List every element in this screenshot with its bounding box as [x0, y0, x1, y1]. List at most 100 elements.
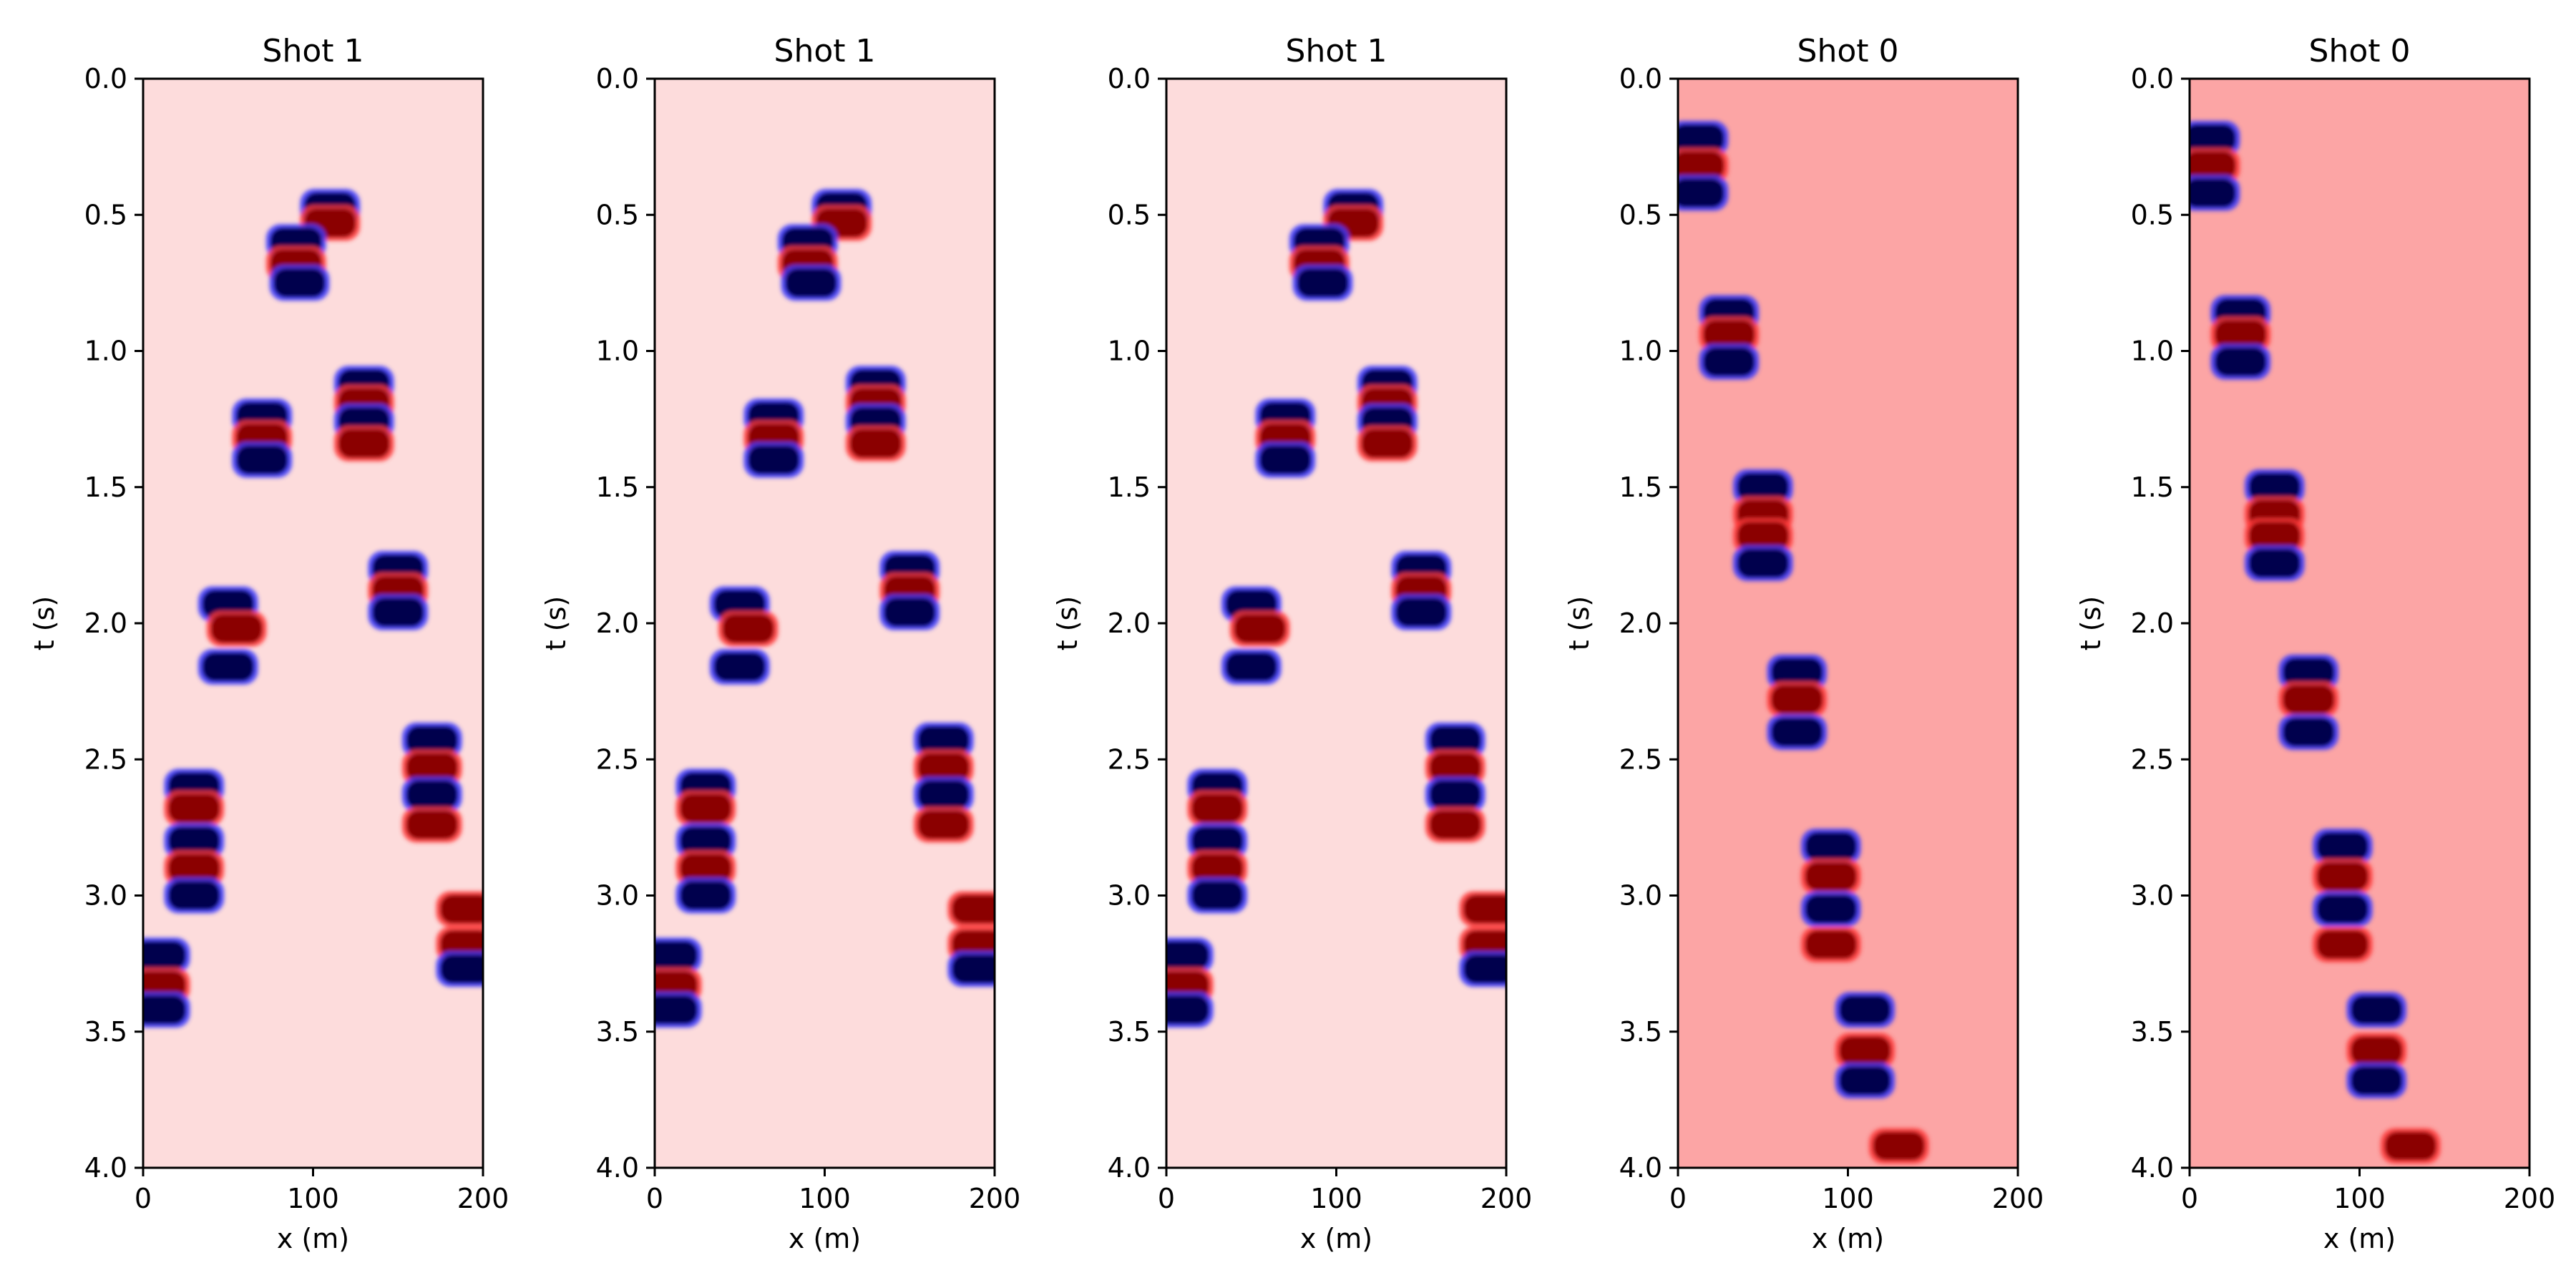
y-tick-label: 1.5 [1619, 472, 1662, 503]
negative-event [884, 597, 936, 627]
negative-event [2283, 718, 2335, 747]
y-tick-label: 2.0 [596, 608, 639, 639]
negative-event [2351, 995, 2403, 1025]
y-tick-label: 0.5 [2131, 199, 2174, 230]
y-tick-label: 0.5 [596, 199, 639, 230]
y-tick-label: 4.0 [84, 1152, 127, 1184]
y-tick-label: 3.5 [84, 1016, 127, 1048]
negative-event [143, 941, 186, 970]
x-tick-label: 200 [969, 1183, 1021, 1214]
positive-event [1463, 894, 1506, 924]
y-tick-label: 0.5 [84, 199, 127, 230]
y-tick-label: 1.0 [1108, 336, 1151, 367]
panel-title: Shot 0 [2309, 33, 2411, 69]
y-tick-label: 0.0 [1108, 63, 1151, 94]
panel-title: Shot 1 [1286, 33, 1387, 69]
negative-event [2215, 347, 2267, 376]
negative-event [440, 955, 483, 984]
negative-event [1166, 941, 1209, 970]
x-tick-label: 0 [1158, 1183, 1175, 1214]
y-tick-label: 2.0 [84, 608, 127, 639]
y-tick-label: 1.5 [2131, 472, 2174, 503]
positive-event [2351, 1036, 2403, 1065]
y-tick-label: 0.0 [596, 63, 639, 94]
panel-3: Shot 0 0.0 0.5 1.0 1.5 2.0 2.5 3.0 3.5 4.00 100 200… [1563, 33, 2044, 1254]
negative-event [1166, 995, 1209, 1025]
y-tick-label: 2.5 [84, 743, 127, 775]
heatmap-background [1678, 79, 2018, 1168]
positive-event [680, 794, 732, 823]
negative-event [1259, 445, 1312, 474]
negative-event [952, 955, 995, 984]
positive-event [2190, 151, 2236, 180]
y-axis-label: t (s) [1052, 596, 1083, 650]
y-tick-label: 1.5 [1108, 472, 1151, 503]
positive-event [1191, 854, 1244, 883]
y-tick-label: 4.0 [1619, 1152, 1662, 1184]
negative-event [1191, 881, 1244, 910]
positive-event [952, 894, 995, 924]
y-tick-label: 1.5 [596, 472, 639, 503]
negative-event [1429, 726, 1481, 755]
negative-event [1395, 597, 1448, 627]
x-tick-label: 100 [799, 1183, 851, 1214]
negative-event [236, 445, 288, 474]
positive-event [2316, 862, 2368, 891]
negative-event [2248, 472, 2301, 502]
negative-event [1191, 826, 1244, 856]
y-tick-label: 1.0 [2131, 336, 2174, 367]
y-tick-label: 3.5 [1108, 1016, 1151, 1048]
positive-event [2384, 1131, 2436, 1161]
positive-event [722, 614, 774, 643]
seismic-events [1166, 188, 1506, 1028]
y-tick-label: 3.5 [1619, 1016, 1662, 1048]
negative-event [917, 780, 970, 809]
y-tick-label: 0.5 [1619, 199, 1662, 230]
x-axis-label: x (m) [277, 1223, 349, 1254]
positive-event [168, 854, 220, 883]
y-tick-label: 4.0 [1108, 1152, 1151, 1184]
x-tick-label: 200 [457, 1183, 509, 1214]
panel-title: Shot 0 [1797, 33, 1899, 69]
positive-event [1839, 1036, 1891, 1065]
negative-event [1678, 178, 1724, 208]
x-axis-label: x (m) [1812, 1223, 1884, 1254]
y-tick-label: 0.0 [2131, 63, 2174, 94]
y-tick-label: 4.0 [596, 1152, 639, 1184]
negative-event [2283, 658, 2335, 687]
negative-event [1839, 1066, 1891, 1096]
y-tick-label: 2.5 [1108, 743, 1151, 775]
positive-event [680, 854, 732, 883]
positive-event [440, 894, 483, 924]
y-tick-label: 3.5 [2131, 1016, 2174, 1048]
positive-event [1234, 614, 1286, 643]
y-axis-label: t (s) [540, 596, 572, 650]
seismic-events [143, 188, 483, 1028]
negative-event [168, 826, 220, 856]
y-axis-label: t (s) [2075, 596, 2107, 650]
y-axis-label: t (s) [1563, 596, 1595, 650]
positive-event [2248, 522, 2301, 551]
y-tick-label: 1.0 [596, 336, 639, 367]
negative-event [655, 995, 698, 1025]
seismic-events [2190, 120, 2441, 1164]
positive-event [2215, 320, 2267, 349]
positive-event [917, 753, 970, 782]
y-tick-label: 2.5 [1619, 743, 1662, 775]
y-tick-label: 1.0 [84, 336, 127, 367]
positive-event [917, 810, 970, 839]
x-axis-label: x (m) [789, 1223, 861, 1254]
negative-event [1737, 472, 1789, 502]
negative-event [2190, 124, 2236, 153]
positive-event [1678, 151, 1724, 180]
negative-event [2316, 832, 2368, 862]
y-tick-label: 2.5 [596, 743, 639, 775]
negative-event [1771, 718, 1823, 747]
negative-event [1771, 658, 1823, 687]
negative-event [1429, 780, 1481, 809]
positive-event [210, 614, 263, 643]
y-tick-label: 4.0 [2131, 1152, 2174, 1184]
x-tick-label: 200 [1480, 1183, 1533, 1214]
panel-2: Shot 1 0.0 0.5 1.0 1.5 2.0 2.5 3.0 3.5 4.00 100 200… [1052, 33, 1532, 1254]
